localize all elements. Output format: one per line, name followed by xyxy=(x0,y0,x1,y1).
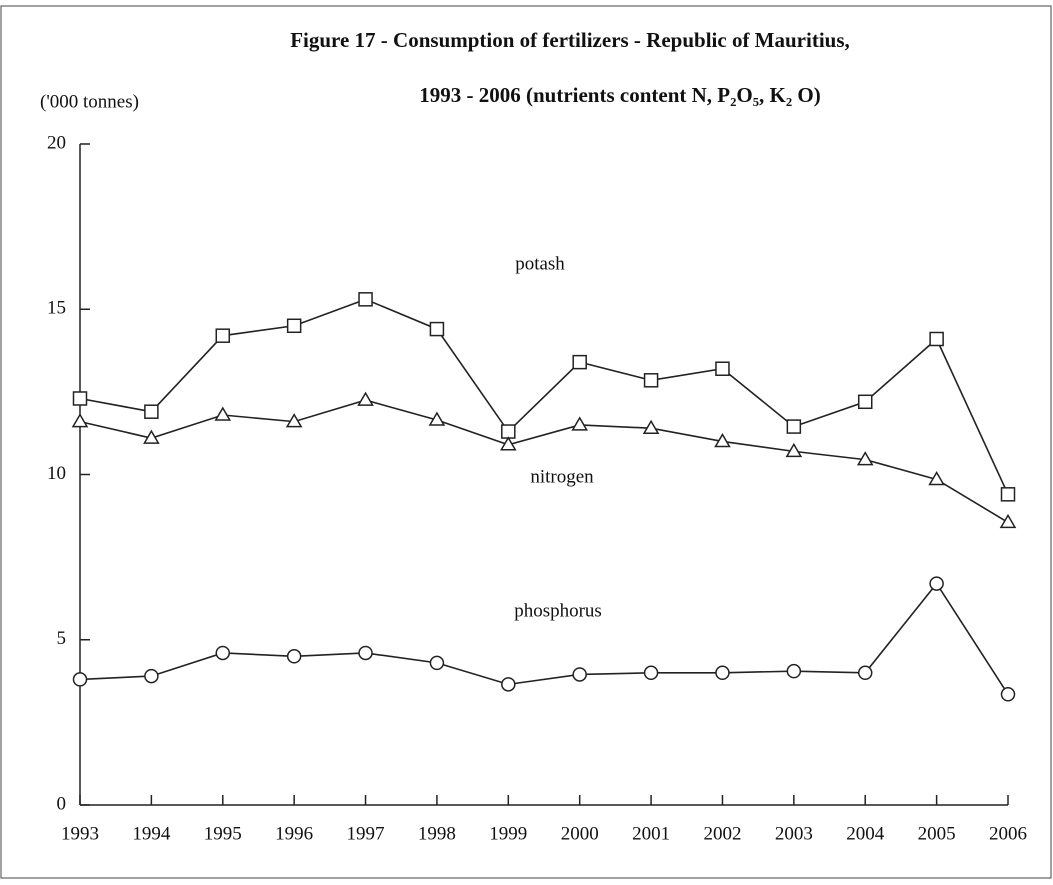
x-tick-label: 2004 xyxy=(846,823,885,844)
x-tick-label: 2003 xyxy=(775,823,813,844)
marker xyxy=(715,361,730,376)
marker xyxy=(357,391,374,406)
series-label: nitrogen xyxy=(530,466,594,487)
marker xyxy=(144,404,159,419)
marker xyxy=(215,328,231,343)
marker xyxy=(785,442,803,458)
x-tick-label: 1993 xyxy=(61,823,99,844)
marker xyxy=(572,354,587,370)
chart-subtitle: 1993 - 2006 (nutrients content N, P₂O₅, … xyxy=(419,83,821,107)
marker xyxy=(285,413,303,428)
marker xyxy=(643,373,659,388)
marker xyxy=(501,677,516,692)
y-tick-label: 15 xyxy=(47,298,66,319)
x-tick-label: 2005 xyxy=(918,823,956,844)
marker xyxy=(1000,487,1016,502)
frame xyxy=(0,5,1052,879)
marker xyxy=(429,655,445,671)
marker xyxy=(72,391,88,406)
chart-title: Figure 17 - Consumption of fertilizers -… xyxy=(290,28,850,52)
marker xyxy=(72,672,88,687)
x-tick-label: 1997 xyxy=(347,823,385,844)
series-line xyxy=(79,399,1009,524)
x-tick-label: 1995 xyxy=(204,823,242,844)
marker xyxy=(928,470,945,486)
marker xyxy=(71,413,89,428)
marker xyxy=(214,406,232,421)
marker xyxy=(786,663,802,679)
series-line xyxy=(79,298,1009,495)
x-tick-label: 1998 xyxy=(418,823,456,844)
x-tick-label: 2000 xyxy=(561,823,599,844)
marker xyxy=(286,649,302,664)
x-tick-label: 2002 xyxy=(703,823,741,844)
series-label: potash xyxy=(515,253,565,274)
marker xyxy=(1000,687,1016,702)
marker xyxy=(929,331,944,347)
marker xyxy=(857,394,873,410)
marker xyxy=(500,436,517,451)
marker xyxy=(358,292,373,307)
marker xyxy=(572,667,587,682)
y-tick-label: 20 xyxy=(47,132,66,153)
marker xyxy=(786,419,802,434)
marker xyxy=(358,645,373,661)
marker xyxy=(643,665,659,681)
y-tick-label: 0 xyxy=(57,793,67,814)
y-tick-label: 5 xyxy=(57,628,67,649)
marker xyxy=(999,513,1017,529)
x-tick-label: 1999 xyxy=(489,823,527,844)
marker xyxy=(715,665,730,681)
marker xyxy=(501,424,516,439)
marker xyxy=(642,419,660,434)
x-tick-label: 2001 xyxy=(632,823,670,844)
marker xyxy=(714,432,731,448)
y-tick-label: 10 xyxy=(47,463,66,484)
marker xyxy=(144,668,159,684)
marker xyxy=(429,321,445,337)
marker xyxy=(215,645,231,661)
marker xyxy=(571,416,588,431)
marker xyxy=(143,429,160,444)
marker xyxy=(857,665,873,681)
marker xyxy=(286,318,302,334)
marker xyxy=(428,411,446,426)
x-tick-label: 2006 xyxy=(989,823,1027,844)
marker xyxy=(856,451,874,466)
x-tick-label: 1996 xyxy=(275,823,313,844)
series-line xyxy=(79,582,1009,695)
y-axis-label: ('000 tonnes) xyxy=(40,91,139,112)
marker xyxy=(929,576,944,591)
x-tick-label: 1994 xyxy=(132,823,171,844)
series-label: phosphorus xyxy=(514,600,602,621)
